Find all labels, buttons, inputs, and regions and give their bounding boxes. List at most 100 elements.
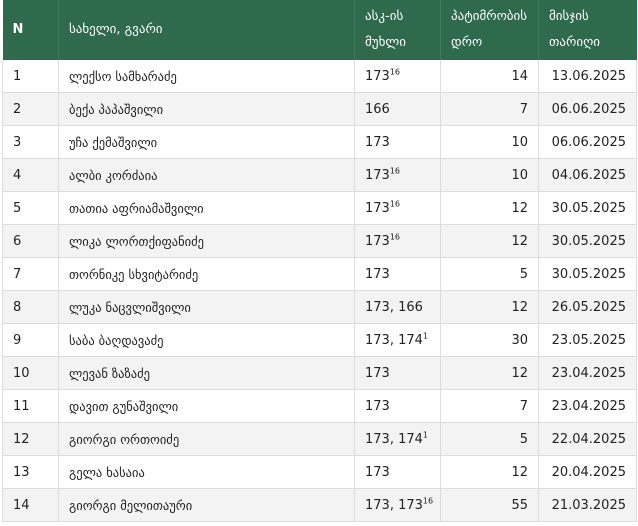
row-name: ლუკა ნაცვლიშვილი <box>59 291 355 324</box>
row-name: ალბი კორძაია <box>59 159 355 192</box>
article-number: 173 <box>365 498 390 513</box>
row-articles: 17316 <box>355 159 441 192</box>
row-number: 11 <box>3 390 59 423</box>
article-number: 173 <box>365 465 390 480</box>
row-term: 12 <box>441 456 539 489</box>
header-term-line2: დრო <box>451 30 528 56</box>
row-date: 30.05.2025 <box>539 258 637 291</box>
row-articles: 173 <box>355 357 441 390</box>
row-number: 1 <box>3 60 59 93</box>
row-number: 2 <box>3 93 59 126</box>
row-number: 9 <box>3 324 59 357</box>
article-number: 173 <box>365 399 390 414</box>
row-date: 23.04.2025 <box>539 357 637 390</box>
article-part: 1 <box>423 430 428 439</box>
row-articles: 17316 <box>355 60 441 93</box>
row-date: 23.05.2025 <box>539 324 637 357</box>
row-name: თათია აფრიამაშვილი <box>59 192 355 225</box>
row-term: 10 <box>441 126 539 159</box>
row-term: 12 <box>441 357 539 390</box>
row-term: 14 <box>441 60 539 93</box>
table-row: 3 უჩა ქემაშვილი 173 10 06.06.2025 <box>3 126 637 159</box>
header-date-line1: მისჯის <box>549 4 627 30</box>
article-number: 174 <box>398 432 423 447</box>
row-number: 12 <box>3 423 59 456</box>
row-number: 6 <box>3 225 59 258</box>
table-row: 14 გიორგი მელითაური 173, 17316 55 21.03.2025 <box>3 489 637 522</box>
article-number: 173 <box>365 432 390 447</box>
row-number: 8 <box>3 291 59 324</box>
row-number: 10 <box>3 357 59 390</box>
row-articles: 17316 <box>355 225 441 258</box>
row-name: ლექსო სამხარაძე <box>59 60 355 93</box>
header-date-line2: თარიღი <box>549 30 627 56</box>
row-name: გელა ხასაია <box>59 456 355 489</box>
table-row: 4 ალბი კორძაია 17316 10 04.06.2025 <box>3 159 637 192</box>
article-part: 16 <box>423 496 433 505</box>
article-number: 166 <box>365 102 390 117</box>
row-articles: 173, 1741 <box>355 423 441 456</box>
row-number: 5 <box>3 192 59 225</box>
header-article-line2: მუხლი <box>365 30 430 56</box>
header-number: N <box>3 0 59 60</box>
row-date: 23.04.2025 <box>539 390 637 423</box>
row-name: საბა ბაღდავაძე <box>59 324 355 357</box>
article-number: 173 <box>365 300 390 315</box>
row-date: 13.06.2025 <box>539 60 637 93</box>
row-date: 06.06.2025 <box>539 93 637 126</box>
article-number: 166 <box>398 300 423 315</box>
row-name: თორნიკე სხვიტარიძე <box>59 258 355 291</box>
article-number: 173 <box>365 234 390 249</box>
header-article-line1: ასკ-ის <box>365 4 430 30</box>
row-name: გიორგი ორთოიძე <box>59 423 355 456</box>
row-name: ლიკა ლორთქიფანიძე <box>59 225 355 258</box>
row-number: 3 <box>3 126 59 159</box>
row-name: ბექა პაპაშვილი <box>59 93 355 126</box>
row-term: 55 <box>441 489 539 522</box>
header-term: პატიმრობის დრო <box>441 0 539 60</box>
row-term: 12 <box>441 225 539 258</box>
row-number: 4 <box>3 159 59 192</box>
article-part: 16 <box>390 199 400 208</box>
row-articles: 173 <box>355 456 441 489</box>
table-row: 2 ბექა პაპაშვილი 166 7 06.06.2025 <box>3 93 637 126</box>
row-name: ლევან ზაზაძე <box>59 357 355 390</box>
article-number: 173 <box>365 168 390 183</box>
row-name: გიორგი მელითაური <box>59 489 355 522</box>
table-row: 8 ლუკა ნაცვლიშვილი 173, 166 12 26.05.2025 <box>3 291 637 324</box>
table-row: 6 ლიკა ლორთქიფანიძე 17316 12 30.05.2025 <box>3 225 637 258</box>
row-term: 10 <box>441 159 539 192</box>
row-date: 20.04.2025 <box>539 456 637 489</box>
article-part: 16 <box>390 67 400 76</box>
article-number: 173 <box>365 135 390 150</box>
row-date: 30.05.2025 <box>539 192 637 225</box>
row-date: 21.03.2025 <box>539 489 637 522</box>
row-articles: 166 <box>355 93 441 126</box>
row-date: 06.06.2025 <box>539 126 637 159</box>
row-term: 7 <box>441 93 539 126</box>
row-term: 5 <box>441 423 539 456</box>
row-term: 7 <box>441 390 539 423</box>
table-row: 13 გელა ხასაია 173 12 20.04.2025 <box>3 456 637 489</box>
row-term: 5 <box>441 258 539 291</box>
article-number: 173 <box>365 69 390 84</box>
row-number: 7 <box>3 258 59 291</box>
row-articles: 17316 <box>355 192 441 225</box>
header-name: სახელი, გვარი <box>59 0 355 60</box>
table-row: 11 დავით გუნაშვილი 173 7 23.04.2025 <box>3 390 637 423</box>
row-number: 14 <box>3 489 59 522</box>
table-row: 5 თათია აფრიამაშვილი 17316 12 30.05.2025 <box>3 192 637 225</box>
row-date: 22.04.2025 <box>539 423 637 456</box>
header-article: ასკ-ის მუხლი <box>355 0 441 60</box>
row-date: 26.05.2025 <box>539 291 637 324</box>
table-row: 7 თორნიკე სხვიტარიძე 173 5 30.05.2025 <box>3 258 637 291</box>
table-row: 10 ლევან ზაზაძე 173 12 23.04.2025 <box>3 357 637 390</box>
row-date: 30.05.2025 <box>539 225 637 258</box>
row-term: 30 <box>441 324 539 357</box>
row-term: 12 <box>441 291 539 324</box>
row-articles: 173, 166 <box>355 291 441 324</box>
header-row: N სახელი, გვარი ასკ-ის მუხლი პატიმრობის … <box>3 0 637 60</box>
table-row: 9 საბა ბაღდავაძე 173, 1741 30 23.05.2025 <box>3 324 637 357</box>
article-number: 173 <box>365 267 390 282</box>
row-number: 13 <box>3 456 59 489</box>
